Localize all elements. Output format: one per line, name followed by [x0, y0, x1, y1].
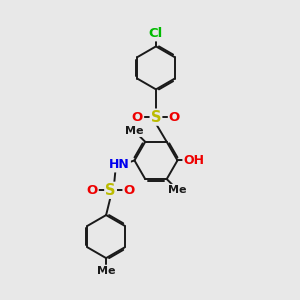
- Text: HN: HN: [109, 158, 130, 171]
- Text: O: O: [86, 184, 98, 197]
- Text: S: S: [151, 110, 161, 125]
- Text: O: O: [132, 111, 143, 124]
- Text: S: S: [105, 183, 116, 198]
- Text: Me: Me: [125, 126, 144, 136]
- Text: Me: Me: [168, 185, 187, 195]
- Text: O: O: [124, 184, 135, 197]
- Text: O: O: [169, 111, 180, 124]
- Text: OH: OH: [183, 154, 204, 167]
- Text: Cl: Cl: [149, 27, 163, 40]
- Text: Me: Me: [97, 266, 116, 276]
